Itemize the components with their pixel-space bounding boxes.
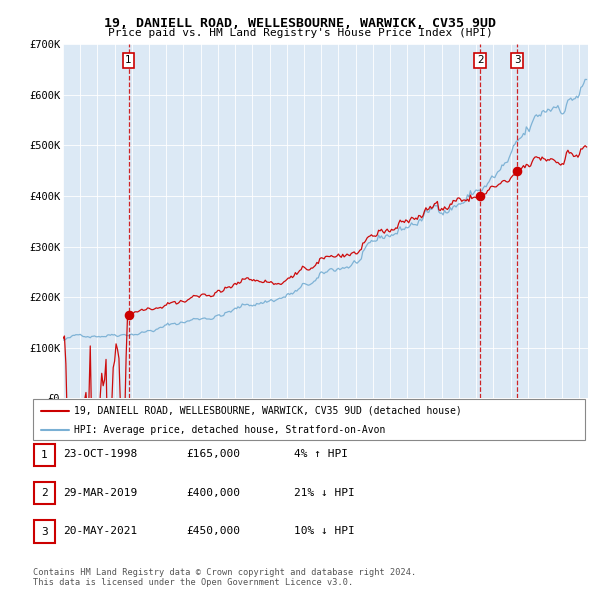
Text: 20-MAY-2021: 20-MAY-2021 xyxy=(63,526,137,536)
Text: Contains HM Land Registry data © Crown copyright and database right 2024.
This d: Contains HM Land Registry data © Crown c… xyxy=(33,568,416,587)
Point xyxy=(512,166,522,175)
Text: 19, DANIELL ROAD, WELLESBOURNE, WARWICK, CV35 9UD: 19, DANIELL ROAD, WELLESBOURNE, WARWICK,… xyxy=(104,17,496,30)
Text: £450,000: £450,000 xyxy=(186,526,240,536)
FancyBboxPatch shape xyxy=(34,482,55,504)
Text: HPI: Average price, detached house, Stratford-on-Avon: HPI: Average price, detached house, Stra… xyxy=(74,425,386,434)
Text: 1: 1 xyxy=(41,450,48,460)
Point xyxy=(475,191,485,201)
Text: 1: 1 xyxy=(125,55,132,65)
Text: £400,000: £400,000 xyxy=(186,488,240,497)
FancyBboxPatch shape xyxy=(34,444,55,466)
Text: 23-OCT-1998: 23-OCT-1998 xyxy=(63,450,137,459)
Text: £165,000: £165,000 xyxy=(186,450,240,459)
Text: 21% ↓ HPI: 21% ↓ HPI xyxy=(294,488,355,497)
Text: 19, DANIELL ROAD, WELLESBOURNE, WARWICK, CV35 9UD (detached house): 19, DANIELL ROAD, WELLESBOURNE, WARWICK,… xyxy=(74,406,462,416)
Point xyxy=(124,310,133,320)
FancyBboxPatch shape xyxy=(33,399,585,440)
Text: Price paid vs. HM Land Registry's House Price Index (HPI): Price paid vs. HM Land Registry's House … xyxy=(107,28,493,38)
Text: 10% ↓ HPI: 10% ↓ HPI xyxy=(294,526,355,536)
Text: 4% ↑ HPI: 4% ↑ HPI xyxy=(294,450,348,459)
FancyBboxPatch shape xyxy=(34,520,55,543)
Text: 3: 3 xyxy=(41,527,48,536)
Text: 3: 3 xyxy=(514,55,520,65)
Text: 29-MAR-2019: 29-MAR-2019 xyxy=(63,488,137,497)
Text: 2: 2 xyxy=(477,55,484,65)
Text: 2: 2 xyxy=(41,489,48,498)
